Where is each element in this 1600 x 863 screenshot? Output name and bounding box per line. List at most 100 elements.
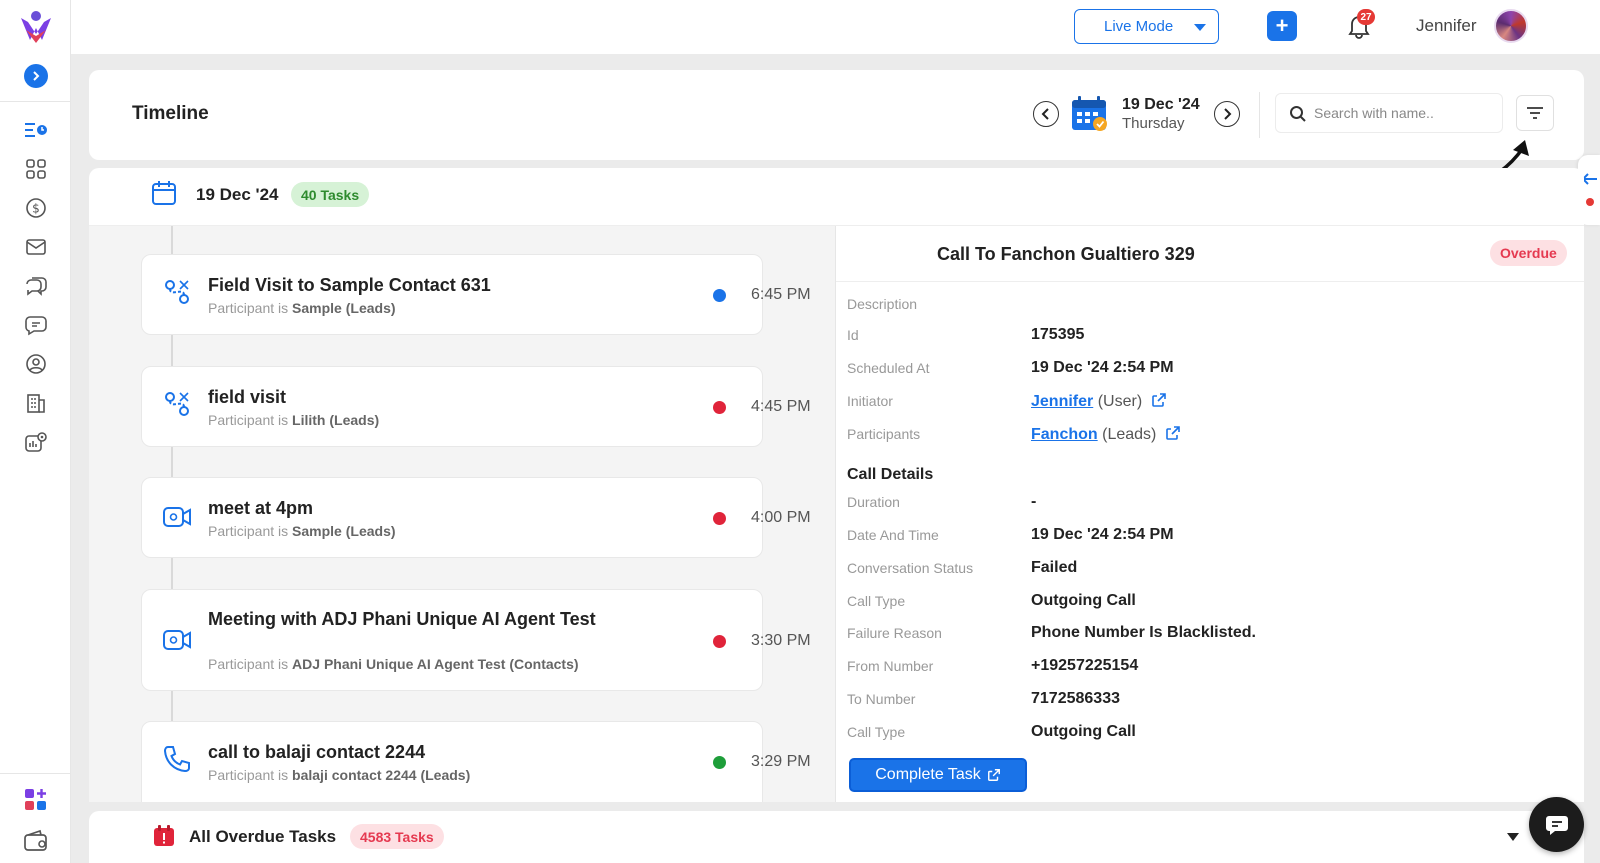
participant-name: Lilith (Leads): [292, 412, 380, 428]
participant-prefix: Participant is: [208, 300, 289, 316]
external-link-icon: [987, 769, 1000, 781]
conversation-status-value: Failed: [1031, 559, 1078, 576]
task-participant: Participant is balaji contact 2244 (Lead…: [208, 767, 470, 783]
sidebar-item-timeline[interactable]: [0, 110, 71, 149]
caret-down-icon: [1194, 24, 1206, 31]
sidebar-item-reports[interactable]: [0, 422, 71, 461]
day-panel: 19 Dec '24 40 Tasks Field Visit to Sampl…: [89, 168, 1584, 802]
apps-add-icon[interactable]: [22, 786, 50, 814]
chevron-right-icon: [1224, 108, 1232, 120]
app-logo[interactable]: [18, 10, 54, 44]
mail-icon: [25, 238, 46, 255]
to-number-label: To Number: [847, 691, 916, 707]
duration-value: -: [1031, 493, 1037, 510]
external-link-icon[interactable]: [1165, 425, 1181, 441]
day-header: 19 Dec '24 40 Tasks: [89, 168, 1584, 226]
timeline-header: Timeline 19 Dec '24 Thursday Search with…: [89, 70, 1584, 160]
selected-weekday: Thursday: [1122, 115, 1185, 132]
chat-icon: [1545, 815, 1568, 835]
participant-prefix: Participant is: [208, 523, 289, 539]
field-visit-icon: [165, 392, 189, 416]
live-mode-dropdown[interactable]: Live Mode: [1074, 9, 1219, 44]
participants-value: Fanchon (Leads): [1031, 425, 1181, 444]
filter-button[interactable]: [1516, 95, 1554, 131]
sidebar-item-mail[interactable]: [0, 227, 71, 266]
participant-name: Sample (Leads): [292, 523, 396, 539]
task-participant: Participant is ADJ Phani Unique AI Agent…: [208, 656, 579, 672]
top-bar: [71, 0, 1600, 54]
task-card[interactable]: call to balaji contact 2244 Participant …: [141, 721, 811, 802]
day-label: 19 Dec '24: [196, 185, 279, 204]
header-divider: [1259, 92, 1260, 138]
id-label: Id: [847, 327, 859, 343]
complete-task-button[interactable]: Complete Task: [849, 758, 1027, 792]
avatar[interactable]: [1494, 9, 1528, 43]
chat-support-button[interactable]: [1529, 797, 1584, 852]
overdue-tasks-bar[interactable]: All Overdue Tasks 4583 Tasks: [89, 811, 1584, 863]
search-icon: [1290, 106, 1306, 122]
caret-down-icon[interactable]: [1507, 833, 1519, 841]
participant-name: Sample (Leads): [292, 300, 396, 316]
scheduled-value: 19 Dec '24 2:54 PM: [1031, 359, 1174, 376]
sidebar-item-deals[interactable]: $: [0, 188, 71, 227]
call-type-label-2: Call Type: [847, 724, 906, 740]
sidebar-item-messages[interactable]: [0, 305, 71, 344]
calendar-icon[interactable]: [1070, 95, 1110, 133]
call-type-value: Outgoing Call: [1031, 592, 1136, 609]
dollar-icon: $: [25, 197, 46, 218]
field-visit-icon: [165, 280, 189, 304]
complete-task-label: Complete Task: [875, 766, 981, 783]
wallet-icon[interactable]: [22, 827, 50, 855]
task-card[interactable]: Meeting with ADJ Phani Unique AI Agent T…: [141, 589, 811, 691]
expand-sidebar-button[interactable]: [24, 64, 48, 88]
live-mode-label: Live Mode: [1104, 18, 1174, 35]
id-row: Id 175395: [847, 326, 1567, 347]
participant-link[interactable]: Fanchon: [1031, 426, 1098, 443]
chevron-right-icon: [33, 71, 40, 81]
datetime-value: 19 Dec '24 2:54 PM: [1031, 526, 1174, 543]
description-label: Description: [847, 296, 918, 312]
user-circle-icon: [25, 353, 46, 374]
sidebar-item-companies[interactable]: [0, 383, 71, 422]
call-type-row: Call Type Outgoing Call: [847, 592, 1567, 613]
sidebar-item-conversations[interactable]: [0, 266, 71, 305]
participants-label: Participants: [847, 426, 921, 442]
call-type-label: Call Type: [847, 593, 906, 609]
task-time: 3:30 PM: [751, 632, 811, 649]
search-input[interactable]: Search with name..: [1275, 93, 1503, 133]
task-card[interactable]: field visit Participant is Lilith (Leads…: [141, 366, 811, 447]
datetime-label: Date And Time: [847, 527, 939, 543]
task-status-dot: [713, 289, 726, 302]
user-name[interactable]: Jennifer: [1416, 16, 1477, 35]
task-title: Meeting with ADJ Phani Unique AI Agent T…: [208, 609, 596, 629]
conversation-status-label: Conversation Status: [847, 560, 974, 576]
sidebar-item-dashboard[interactable]: [0, 149, 71, 188]
add-button[interactable]: +: [1267, 11, 1297, 41]
video-icon: [163, 507, 191, 527]
overdue-count-badge: 4583 Tasks: [350, 824, 444, 849]
previous-date-button[interactable]: [1033, 101, 1059, 127]
notification-badge: 27: [1357, 9, 1375, 25]
edge-status-dot: [1586, 198, 1594, 206]
task-card[interactable]: meet at 4pm Participant is Sample (Leads…: [141, 477, 811, 558]
task-time: 4:00 PM: [751, 509, 811, 526]
task-participant: Participant is Sample (Leads): [208, 523, 396, 539]
to-number-row: To Number 7172586333: [847, 690, 1567, 711]
task-status-dot: [713, 635, 726, 648]
external-link-icon[interactable]: [1151, 392, 1167, 408]
timeline-list-icon: [24, 122, 47, 137]
task-card[interactable]: Field Visit to Sample Contact 631 Partic…: [141, 254, 811, 335]
task-time: 6:45 PM: [751, 286, 811, 303]
task-title: call to balaji contact 2244: [208, 742, 426, 762]
task-status-dot: [713, 756, 726, 769]
initiator-link[interactable]: Jennifer: [1031, 393, 1094, 410]
grid-icon: [25, 158, 46, 179]
arrow-left-icon: [1582, 173, 1597, 185]
task-title: field visit: [208, 387, 287, 407]
sidebar-item-contacts[interactable]: [0, 344, 71, 383]
sidebar-divider: [0, 101, 71, 102]
next-date-button[interactable]: [1214, 101, 1240, 127]
search-placeholder: Search with name..: [1314, 105, 1434, 121]
to-number-value: 7172586333: [1031, 690, 1120, 707]
call-type-row-2: Call Type Outgoing Call: [847, 723, 1567, 744]
